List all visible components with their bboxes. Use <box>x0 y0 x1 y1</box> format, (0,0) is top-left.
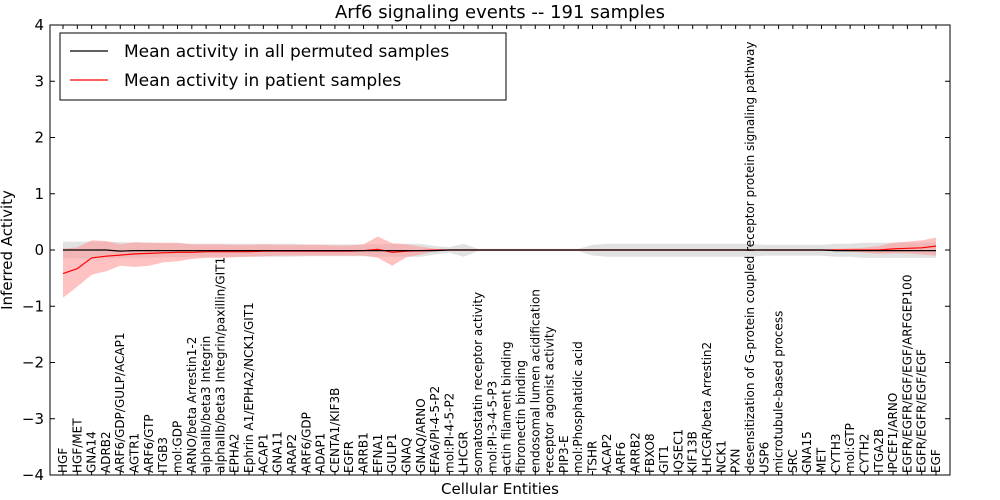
x-tick-labels: HGF HGF/MET GNA14 ADRB2 ARF6/GDP/GULP/ACAP1 A… <box>56 42 943 474</box>
y-tick-label: 3 <box>34 72 44 90</box>
y-tick-label: −2 <box>22 354 44 372</box>
x-tick-label: fibronectin binding <box>514 360 528 473</box>
x-tick-label: microtubule-based process <box>772 311 786 473</box>
x-tick-label: mol:PI-3-4-5-P3 <box>485 381 499 473</box>
x-tick-label: mol:GDP <box>171 421 185 473</box>
y-tick-label: 0 <box>34 241 44 259</box>
x-tick-label: somatostatin receptor activity <box>471 292 485 473</box>
legend: Mean activity in all permuted samples Mea… <box>59 32 507 101</box>
x-tick-label: ARAP2 <box>285 434 299 473</box>
x-tick-label: MET <box>815 447 829 473</box>
x-tick-label: IQSEC1 <box>671 429 685 473</box>
x-tick-label: ARF6/GDP <box>299 412 313 473</box>
x-tick-label: ACAP2 <box>600 434 614 473</box>
confidence-bands <box>63 236 936 298</box>
x-tick-label: GNAQ <box>400 437 414 473</box>
x-tick-label: EGFR/EGFR/EGF/EGF/ARFGEP100 <box>900 275 914 473</box>
series-line-permuted <box>63 249 936 252</box>
y-tick-label: 1 <box>34 185 44 203</box>
x-tick-label: ARRB2 <box>629 432 643 473</box>
x-tick-label: LHCGR/beta Arrestin2 <box>700 342 714 473</box>
y-tick-label: −4 <box>22 466 44 484</box>
x-tick-label: SRC <box>786 449 800 473</box>
axes: −4 −3 −2 −1 0 1 2 3 4 <box>22 16 951 484</box>
x-tick-label: GNA15 <box>800 431 814 473</box>
x-tick-label: IPCEF1/ARNO <box>886 393 900 473</box>
x-tick-label: GNAQ/ARNO <box>414 398 428 473</box>
y-tick-label: −1 <box>22 297 44 315</box>
x-tick-label: HGF/MET <box>70 418 84 473</box>
x-tick-label: alphaIIb/beta3 Integrin/paxillin/GIT1 <box>213 257 227 473</box>
x-tick-label: ARF6/GTP <box>142 414 156 473</box>
legend-box <box>59 32 507 101</box>
x-tick-label: endosomal lumen acidification <box>528 289 542 473</box>
x-tick-label: mol:GTP <box>843 423 857 473</box>
x-tick-label: ARNO/beta Arrestin1-2 <box>185 337 199 473</box>
x-tick-label: CENTA1/KIF3B <box>328 388 342 473</box>
legend-label-patient: Mean activity in patient samples <box>124 71 401 91</box>
legend-label-permuted: Mean activity in all permuted samples <box>124 42 449 62</box>
x-tick-label: PXN <box>729 449 743 473</box>
x-tick-label: EPHA2 <box>228 433 242 473</box>
x-tick-label: AGTR1 <box>128 433 142 473</box>
x-tick-label: ADRB2 <box>99 431 113 473</box>
x-tick-label: CYTH3 <box>829 434 843 474</box>
x-tick-label: mol:Phosphatidic acid <box>571 341 585 473</box>
x-tick-label: ITGA2B <box>872 429 886 473</box>
y-axis-label: Inferred Activity <box>0 190 16 310</box>
x-tick-label: actin filament binding <box>500 341 514 473</box>
x-tick-label: receptor agonist activity <box>543 326 557 473</box>
x-tick-label: FBXO8 <box>643 433 657 473</box>
x-tick-label: GNA11 <box>271 431 285 473</box>
x-tick-label: mol:PI-4-5-P2 <box>442 393 456 473</box>
x-tick-label: LHCGR <box>457 431 471 473</box>
x-tick-label: EGF <box>929 449 943 473</box>
y-tick-label: −3 <box>22 410 44 428</box>
y-tick-label: 4 <box>34 16 44 34</box>
x-tick-label: NCK1 <box>714 440 728 473</box>
x-tick-label: ARRB1 <box>357 432 371 473</box>
x-tick-label: USP6 <box>757 442 771 473</box>
x-tick-label: alphaIIb/beta3 Integrin <box>199 336 213 473</box>
x-tick-label: GULP1 <box>385 433 399 473</box>
chart-title: Arf6 signaling events -- 191 samples <box>335 2 665 23</box>
x-tick-label: TSHR <box>586 441 600 474</box>
x-tick-label: CYTH2 <box>857 434 871 474</box>
x-tick-label: desensitization of G-protein coupled rec… <box>743 42 757 473</box>
x-tick-label: GNA14 <box>85 431 99 473</box>
series-lines <box>62 245 937 275</box>
x-tick-label: HGF <box>56 448 70 473</box>
x-tick-label: Ephrin A1/EPHA2/NCK1/GIT1 <box>242 302 256 473</box>
confidence-band-patient <box>63 236 936 298</box>
x-tick-label: ADAP1 <box>314 433 328 473</box>
x-tick-label: EGFR/EGFR/EGF/EGF <box>915 349 929 473</box>
x-tick-label: GIT1 <box>657 445 671 473</box>
x-tick-label: ACAP1 <box>256 434 270 473</box>
x-axis-label: Cellular Entities <box>441 480 559 498</box>
y-tick-label: 2 <box>34 129 44 147</box>
x-tick-label: EFA6/PI-4-5-P2 <box>428 386 442 473</box>
x-tick-label: EFNA1 <box>371 434 385 473</box>
x-tick-label: KIF13B <box>686 431 700 473</box>
x-tick-label: PIP3-E <box>557 435 571 473</box>
x-tick-label: EGFR <box>342 441 356 473</box>
x-tick-label: ARF6/GDP/GULP/ACAP1 <box>113 333 127 473</box>
x-tick-label: ITGB3 <box>156 437 170 473</box>
x-tick-label: ARF6 <box>614 442 628 473</box>
